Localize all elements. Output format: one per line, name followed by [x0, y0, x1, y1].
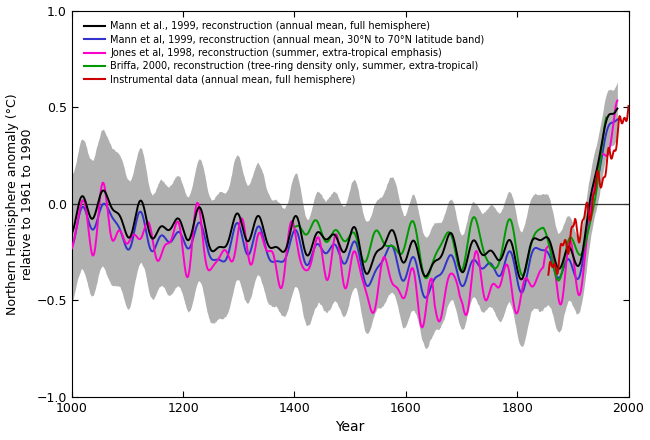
Y-axis label: Northern Hemisphere anomaly (°C)
relative to 1961 to 1990: Northern Hemisphere anomaly (°C) relativ…: [6, 93, 34, 315]
Legend: Mann et al., 1999, reconstruction (annual mean, full hemisphere), Mann et al, 19: Mann et al., 1999, reconstruction (annua…: [82, 19, 486, 87]
X-axis label: Year: Year: [335, 421, 365, 434]
